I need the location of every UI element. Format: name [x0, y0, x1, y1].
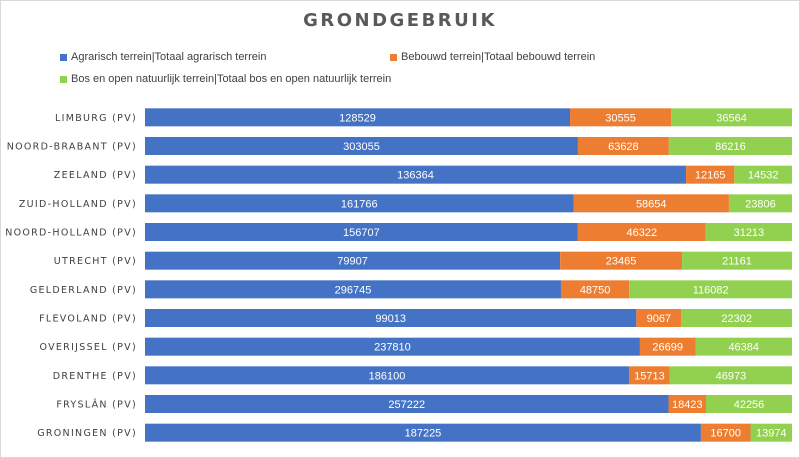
- data-label-limburg-pv-s0: 128529: [339, 112, 376, 124]
- legend-item-agrarisch: Agrarisch terrein|Totaal agrarisch terre…: [60, 50, 266, 64]
- data-label-zuid-holland-pv-s2: 23806: [745, 198, 776, 210]
- data-label-zuid-holland-pv-s1: 58654: [636, 198, 667, 210]
- bar-segment-noord-brabant-pv-s1: [577, 137, 669, 155]
- bar-segment-groningen-pv-s2: [750, 423, 792, 442]
- legend-label-agrarisch: Agrarisch terrein|Totaal agrarisch terre…: [71, 51, 267, 63]
- category-label-frysl-n-pv: FRYSLÂN (PV): [56, 399, 137, 411]
- data-label-utrecht-pv-s2: 21161: [722, 256, 752, 268]
- bar-segment-flevoland-pv-s2: [681, 309, 792, 327]
- bar-segment-groningen-pv-s0: [145, 423, 701, 442]
- data-label-zeeland-pv-s1: 12165: [695, 170, 726, 182]
- category-label-groningen-pv: GRONINGEN (PV): [37, 428, 137, 439]
- bar-segment-utrecht-pv-s1: [560, 251, 683, 270]
- bar-segment-noord-brabant-pv-s0: [145, 137, 578, 155]
- bar-segment-zeeland-pv-s0: [145, 165, 687, 184]
- category-label-gelderland-pv: GELDERLAND (PV): [30, 285, 137, 296]
- data-label-flevoland-pv-s1: 9067: [647, 313, 671, 325]
- data-label-groningen-pv-s2: 13974: [756, 428, 787, 440]
- legend-swatch-bos: [60, 75, 67, 83]
- bar-segment-flevoland-pv-s0: [145, 309, 637, 327]
- chart-title: GRONDGEBRUIK: [303, 10, 497, 31]
- data-label-flevoland-pv-s0: 99013: [375, 313, 406, 325]
- data-label-noord-brabant-pv-s2: 86216: [715, 141, 746, 153]
- bar-segment-frysl-n-pv-s0: [145, 395, 669, 413]
- category-label-zeeland-pv: ZEELAND (PV): [54, 170, 137, 181]
- data-label-noord-brabant-pv-s0: 303055: [343, 141, 380, 153]
- data-label-noord-brabant-pv-s1: 63628: [608, 141, 639, 153]
- data-label-drenthe-pv-s1: 15713: [634, 370, 665, 382]
- data-label-flevoland-pv-s2: 22302: [721, 313, 752, 325]
- legend-swatch-agrarisch: [60, 53, 67, 61]
- data-label-noord-holland-pv-s1: 46322: [627, 227, 658, 239]
- data-label-noord-holland-pv-s2: 31213: [734, 227, 765, 239]
- bar-segment-utrecht-pv-s2: [682, 251, 792, 270]
- data-label-utrecht-pv-s0: 79907: [337, 256, 368, 268]
- data-label-drenthe-pv-s2: 46973: [716, 370, 747, 382]
- legend-label-bebouwd: Bebouwd terrein|Totaal bebouwd terrein: [401, 51, 596, 63]
- bar-segment-zuid-holland-pv-s2: [728, 194, 792, 213]
- data-label-overijssel-pv-s2: 46384: [728, 342, 759, 354]
- bar-segment-drenthe-pv-s0: [145, 366, 629, 385]
- bar-segment-limburg-pv-s2: [671, 108, 792, 127]
- bar-segment-drenthe-pv-s1: [628, 366, 670, 385]
- legend-item-bos: Bos en open natuurlijk terrein|Totaal bo…: [60, 72, 391, 86]
- data-label-zuid-holland-pv-s0: 161766: [341, 198, 378, 210]
- category-label-limburg-pv: LIMBURG (PV): [55, 113, 137, 124]
- bar-segment-gelderland-pv-s2: [629, 280, 792, 299]
- data-label-gelderland-pv-s1: 48750: [580, 284, 611, 296]
- bar-segment-overijssel-pv-s2: [695, 337, 792, 356]
- bar-segment-noord-holland-pv-s0: [145, 223, 578, 241]
- bar-segment-frysl-n-pv-s2: [706, 395, 792, 413]
- category-label-overijssel-pv: OVERIJSSEL (PV): [39, 342, 137, 353]
- bar-segment-noord-holland-pv-s1: [577, 223, 706, 241]
- category-label-noord-brabant-pv: NOORD-BRABANT (PV): [7, 142, 137, 153]
- data-label-overijssel-pv-s1: 26699: [652, 342, 683, 354]
- bar-segment-noord-brabant-pv-s2: [668, 137, 792, 155]
- category-label-flevoland-pv: FLEVOLAND (PV): [39, 314, 137, 325]
- bar-segment-flevoland-pv-s1: [636, 309, 682, 327]
- data-label-limburg-pv-s1: 30555: [605, 112, 636, 124]
- category-label-noord-holland-pv: NOORD-HOLLAND (PV): [5, 228, 137, 239]
- data-label-groningen-pv-s0: 187225: [405, 428, 442, 440]
- bar-segment-limburg-pv-s0: [145, 108, 571, 127]
- category-label-drenthe-pv: DRENTHE (PV): [53, 371, 137, 382]
- data-label-utrecht-pv-s1: 23465: [606, 256, 637, 268]
- bar-segment-zuid-holland-pv-s0: [145, 194, 574, 213]
- bar-segment-overijssel-pv-s1: [639, 337, 696, 356]
- bar-segment-drenthe-pv-s2: [669, 366, 792, 385]
- data-label-zeeland-pv-s2: 14532: [748, 170, 779, 182]
- data-label-frysl-n-pv-s2: 42256: [734, 399, 765, 411]
- bar-segment-frysl-n-pv-s1: [668, 395, 706, 413]
- bar-segment-gelderland-pv-s0: [145, 280, 561, 299]
- data-label-drenthe-pv-s0: 186100: [369, 370, 406, 382]
- data-label-frysl-n-pv-s1: 18423: [672, 399, 703, 411]
- bar-segment-overijssel-pv-s0: [145, 337, 640, 356]
- bar-segment-gelderland-pv-s1: [560, 280, 630, 299]
- data-label-overijssel-pv-s0: 237810: [374, 342, 411, 354]
- category-label-utrecht-pv: UTRECHT (PV): [54, 256, 137, 267]
- data-label-gelderland-pv-s0: 296745: [335, 284, 372, 296]
- data-label-noord-holland-pv-s0: 156707: [343, 227, 380, 239]
- legend-item-bebouwd: Bebouwd terrein|Totaal bebouwd terrein: [390, 50, 595, 64]
- bar-segment-zuid-holland-pv-s1: [573, 194, 729, 213]
- data-label-gelderland-pv-s2: 116082: [693, 284, 729, 296]
- category-label-zuid-holland-pv: ZUID-HOLLAND (PV): [19, 199, 137, 210]
- data-label-limburg-pv-s2: 36564: [716, 112, 747, 124]
- data-label-groningen-pv-s1: 16700: [710, 428, 741, 440]
- legend-label-bos: Bos en open natuurlijk terrein|Totaal bo…: [71, 73, 392, 85]
- data-label-zeeland-pv-s0: 136364: [397, 170, 434, 182]
- bar-segment-limburg-pv-s1: [570, 108, 672, 127]
- bar-segment-zeeland-pv-s2: [734, 165, 792, 184]
- bar-segment-noord-holland-pv-s2: [705, 223, 792, 241]
- bar-segment-zeeland-pv-s1: [686, 165, 735, 184]
- bar-segment-utrecht-pv-s0: [145, 251, 561, 270]
- data-label-frysl-n-pv-s0: 257222: [388, 399, 425, 411]
- bar-segment-groningen-pv-s1: [700, 423, 751, 442]
- legend-swatch-bebouwd: [390, 53, 397, 61]
